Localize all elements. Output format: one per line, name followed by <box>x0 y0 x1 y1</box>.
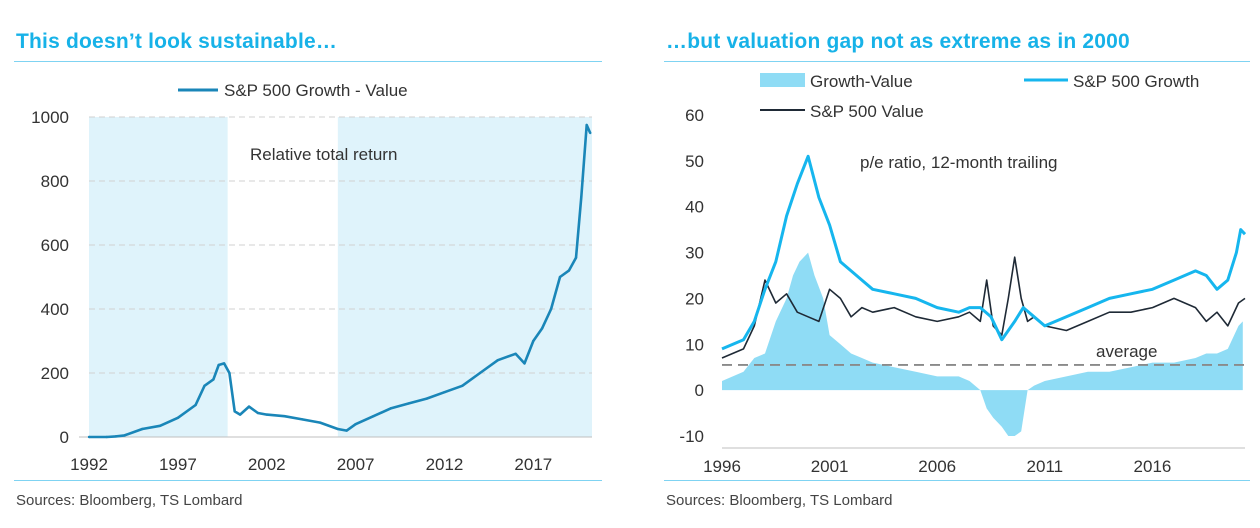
average-label: average <box>1096 342 1157 361</box>
relative-return-point <box>354 423 357 426</box>
y-tick-label: 200 <box>41 364 69 383</box>
x-tick-label: 1996 <box>703 457 741 476</box>
relative-return-point <box>301 418 304 421</box>
relative-return-point <box>176 416 180 419</box>
y-tick-label: 0 <box>695 381 704 400</box>
y-tick-label: 60 <box>685 106 704 125</box>
y-tick-label: 1000 <box>31 108 69 127</box>
relative-return-point <box>585 123 588 127</box>
value-pe-line <box>721 256 1246 359</box>
relative-return-point <box>265 413 268 416</box>
relative-return-point <box>567 269 571 272</box>
relative-return-point <box>283 415 286 418</box>
relative-return-point <box>114 435 117 438</box>
y-tick-label: 0 <box>60 428 69 447</box>
x-tick-label: 2007 <box>337 455 375 474</box>
relative-return-point <box>158 424 162 427</box>
relative-return-point <box>238 413 242 416</box>
right-source-note: Sources: Bloomberg, TS Lombard <box>666 492 893 509</box>
x-tick-label: 1992 <box>70 455 108 474</box>
y-tick-label: 600 <box>41 236 69 255</box>
right-chart-title: …but valuation gap not as extreme as in … <box>666 30 1130 53</box>
relative-return-point <box>318 421 322 424</box>
x-tick-label: 2011 <box>1027 457 1064 476</box>
relative-return-point <box>443 391 446 394</box>
x-tick-label: 2006 <box>918 457 956 476</box>
relative-return-point <box>247 405 251 408</box>
relative-return-point <box>194 403 197 407</box>
legend-label-value: S&P 500 Value <box>810 102 924 121</box>
relative-return-point <box>532 339 535 343</box>
relative-return-point <box>345 429 348 432</box>
relative-return-point <box>580 195 583 199</box>
legend-swatch-growth-value <box>760 73 805 87</box>
x-tick-label: 2017 <box>514 455 552 474</box>
relative-return-point <box>589 131 592 135</box>
y-tick-label: 40 <box>685 198 704 217</box>
relative-return-point <box>228 371 231 375</box>
growth-value-area <box>722 252 1243 436</box>
relative-return-point <box>514 352 517 355</box>
relative-return-point <box>425 397 428 400</box>
relative-return-point <box>478 371 482 375</box>
relative-return-point <box>87 435 91 439</box>
right-chart: -10 0 10 20 30 40 50 60 average 1996 2001 2006 2011 2… <box>679 72 1247 476</box>
x-tick-label: 2012 <box>426 455 464 474</box>
left-chart: 0 200 400 600 800 1000 1992 1997 2002 2007 2012 201… <box>31 81 592 474</box>
relative-return-point <box>203 384 206 387</box>
relative-return-point <box>336 427 340 431</box>
relative-return-point <box>523 362 526 365</box>
relative-return-point <box>574 256 578 259</box>
relative-return-point <box>141 427 144 431</box>
y-tick-label: -10 <box>679 427 704 446</box>
x-tick-label: 2001 <box>811 457 849 476</box>
right-source-rule <box>664 480 1250 481</box>
legend-label-growth-value: Growth-Value <box>810 72 913 91</box>
growth-pe-line <box>721 154 1247 351</box>
relative-return-point <box>549 307 553 311</box>
shaded-period-1 <box>337 117 592 437</box>
relative-return-point <box>217 363 220 367</box>
relative-return-point <box>541 327 544 330</box>
relative-return-point <box>558 275 562 279</box>
y-tick-label: 50 <box>685 152 704 171</box>
relative-return-point <box>372 415 375 418</box>
legend-label-growth: S&P 500 Growth <box>1073 72 1199 91</box>
left-chart-panel: This doesn’t look sustainable… 0 200 400 60… <box>0 0 620 528</box>
left-source-rule <box>14 480 602 481</box>
left-title-rule <box>14 61 602 62</box>
relative-return-point <box>222 362 226 365</box>
chart-annotation: Relative total return <box>250 145 397 164</box>
relative-return-point <box>496 359 499 362</box>
relative-return-point <box>212 378 215 381</box>
x-tick-label: 2002 <box>248 455 286 474</box>
left-chart-title: This doesn’t look sustainable… <box>16 30 338 53</box>
relative-return-point <box>461 384 464 387</box>
relative-return-point <box>256 411 260 415</box>
y-tick-label: 800 <box>41 172 69 191</box>
relative-return-point <box>123 434 126 437</box>
x-tick-label: 2016 <box>1134 457 1172 476</box>
legend-label-relative: S&P 500 Growth - Value <box>224 81 408 100</box>
relative-return-point <box>389 407 393 410</box>
shaded-period-0 <box>89 117 228 437</box>
right-title-rule <box>664 61 1250 62</box>
relative-return-point <box>233 410 236 413</box>
relative-return-point <box>105 435 108 439</box>
y-tick-label: 10 <box>685 335 704 354</box>
y-tick-label: 400 <box>41 300 69 319</box>
y-tick-label: 20 <box>685 289 704 308</box>
chart-annotation: p/e ratio, 12-month trailing <box>860 153 1058 172</box>
left-source-note: Sources: Bloomberg, TS Lombard <box>16 492 243 509</box>
relative-return-point <box>407 402 411 405</box>
right-chart-panel: …but valuation gap not as extreme as in … <box>660 0 1260 528</box>
x-tick-label: 1997 <box>159 455 197 474</box>
y-tick-label: 30 <box>685 244 704 263</box>
